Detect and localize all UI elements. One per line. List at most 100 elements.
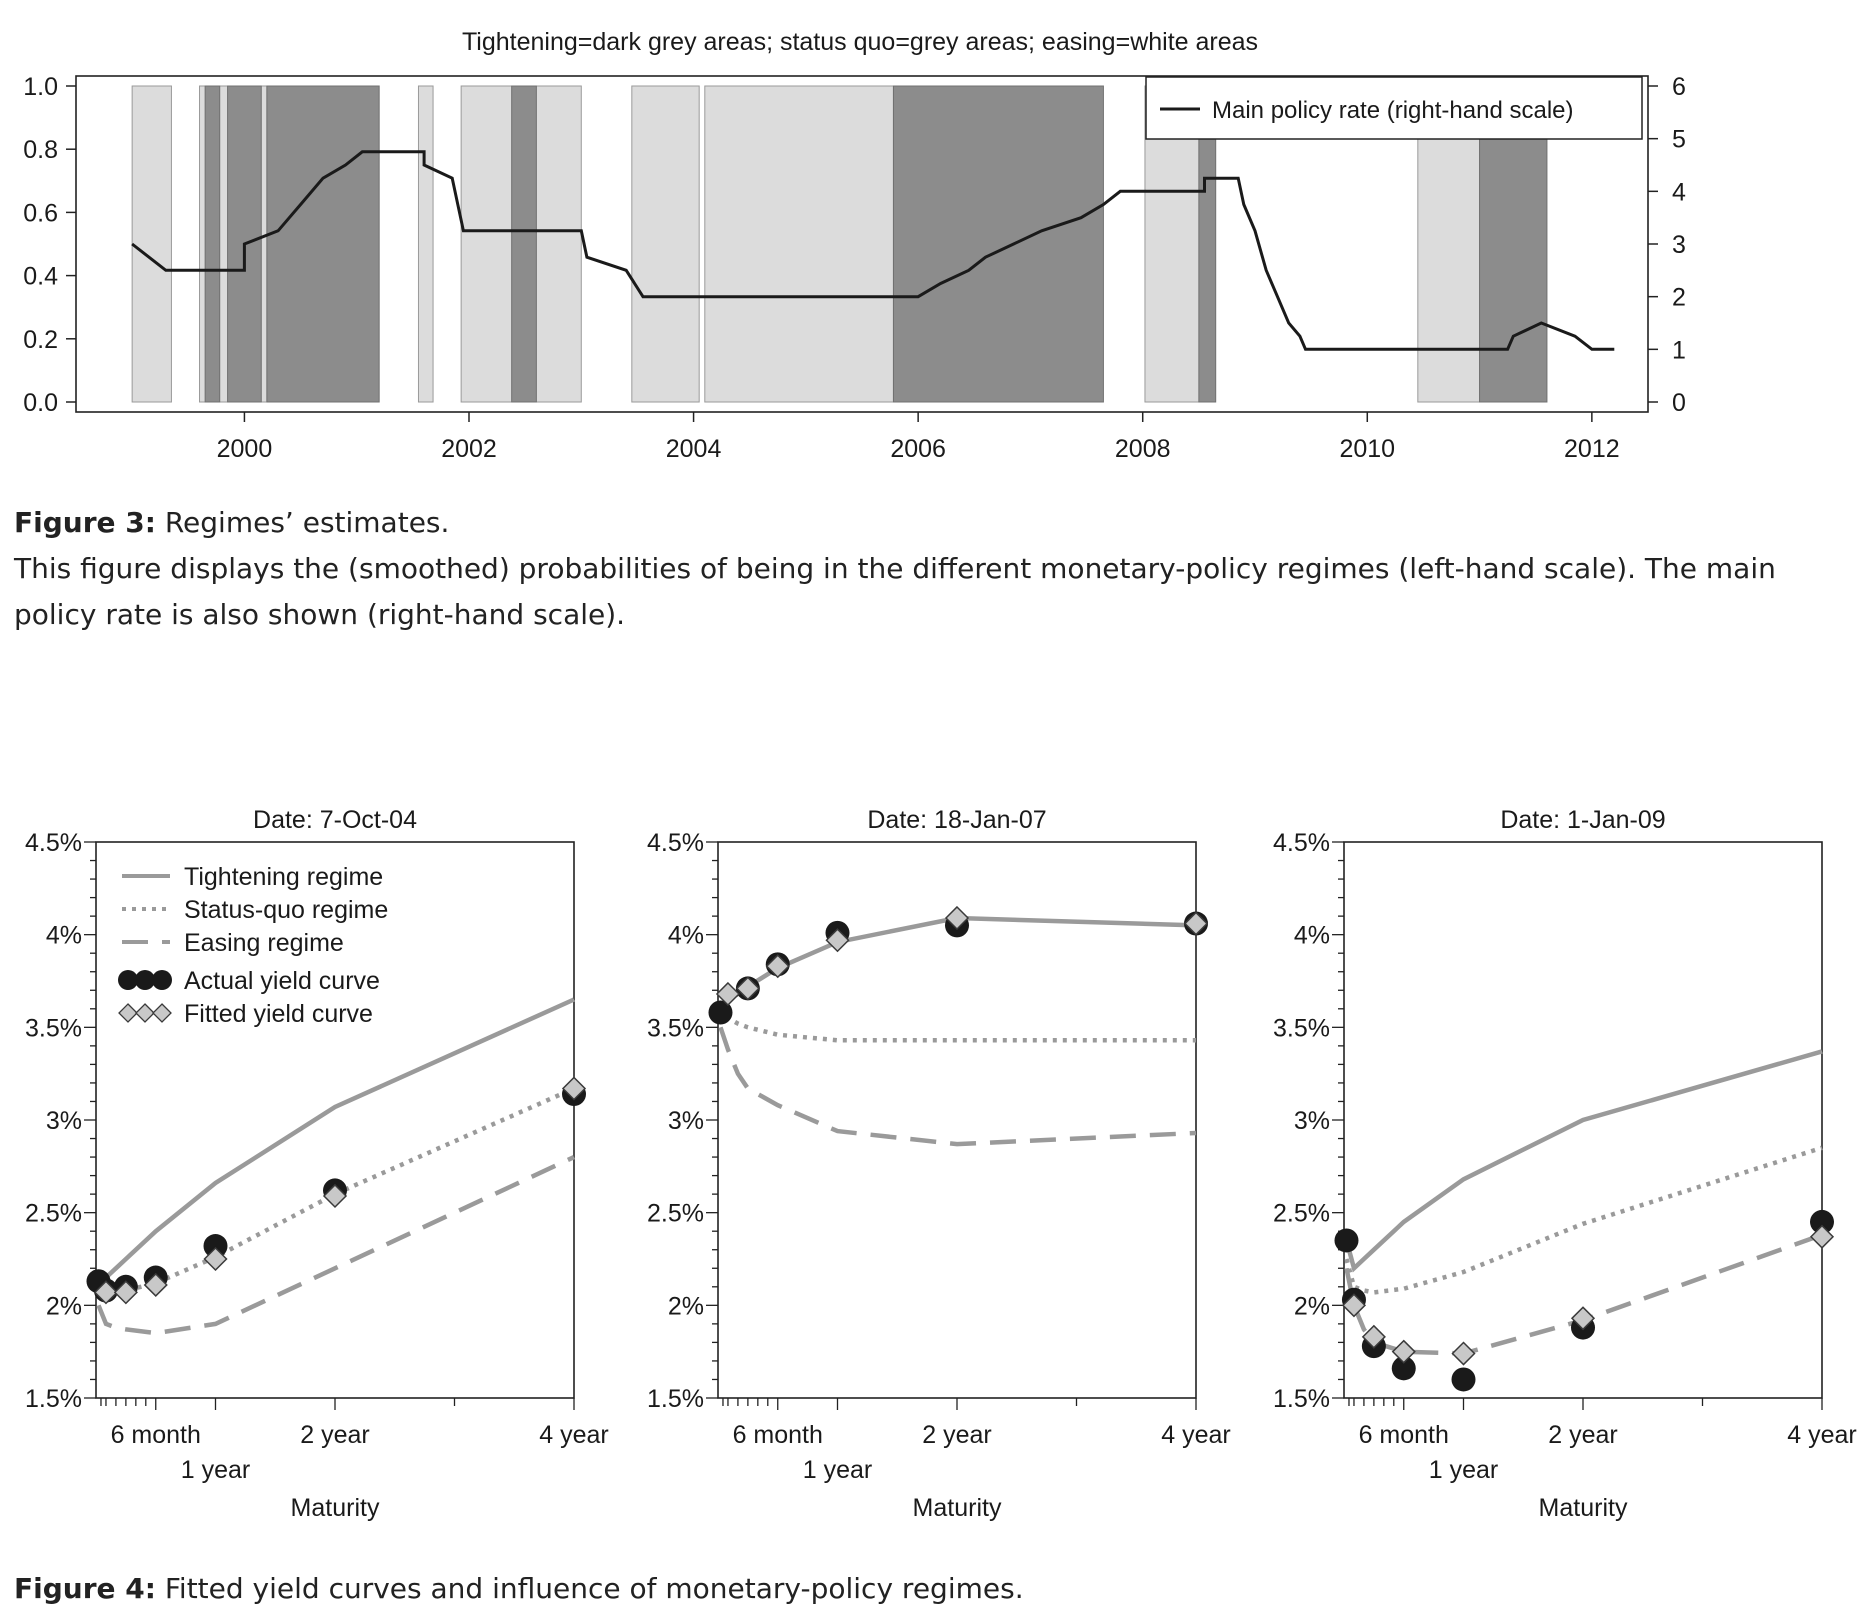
fitted-yield-point <box>113 1280 138 1305</box>
panel-legend: Tightening regime Status-quo regime Easing… <box>118 863 388 1028</box>
figure-3-label: Figure 3: <box>14 506 156 539</box>
fitted-yield-point <box>1183 911 1209 936</box>
y-tick-label: 3.5% <box>25 1014 82 1042</box>
left-tick-label: 0.2 <box>23 326 58 354</box>
x-tick-label: 4 year <box>1161 1421 1230 1449</box>
actual-yield-point <box>708 1000 733 1025</box>
y-tick-label: 3% <box>668 1107 704 1135</box>
legend-label: Main policy rate (right-hand scale) <box>1212 97 1574 124</box>
yield-curve-panels: Date: 7-Oct-04 1.5% 2% 2.5% 3% 3.5% 4% 4.5% 6 mo… <box>25 806 1857 1522</box>
legend-label: Actual yield curve <box>184 967 380 995</box>
left-tick-label: 0.4 <box>23 263 58 291</box>
right-tick-label: 0 <box>1672 389 1686 417</box>
figure-4-caption: Figure 4: Fitted yield curves and influe… <box>14 1566 1024 1612</box>
left-tick-label: 1.0 <box>23 73 58 101</box>
x-tick-label: 4 year <box>539 1421 608 1449</box>
status-quo-area <box>704 85 894 403</box>
legend-label: Tightening regime <box>184 863 383 891</box>
legend-swatch <box>118 970 138 990</box>
legend-swatch <box>152 970 172 990</box>
figure-4-title: Fitted yield curves and influence of mon… <box>164 1572 1024 1605</box>
status-quo-area <box>631 85 700 403</box>
tightening-area <box>266 85 380 403</box>
x-axis-label: Maturity <box>291 1494 380 1522</box>
panel-title: Date: 1-Jan-09 <box>1500 806 1665 834</box>
right-tick-label: 5 <box>1672 126 1686 154</box>
chart-legend: Main policy rate (right-hand scale) <box>1145 76 1643 140</box>
y-tick-label: 2.5% <box>647 1200 704 1228</box>
x-tick-label: 6 month <box>733 1421 823 1449</box>
chart-axes: 0.0 0.2 0.4 0.6 0.8 1.0 0 1 2 3 4 5 6 2000 2002 2004 200… <box>23 73 1686 463</box>
figure-3-title: Regimes’ estimates. <box>164 506 450 539</box>
yield-panel: Date: 18-Jan-07 1.5% 2% 2.5% 3% 3.5% 4% 4.5% 6 m… <box>647 806 1231 1522</box>
y-tick-label: 2% <box>46 1292 82 1320</box>
yield-panel: Date: 1-Jan-09 1.5% 2% 2.5% 3% 3.5% 4% 4.5% 6 mo… <box>1273 806 1857 1522</box>
legend-swatch <box>152 1003 172 1023</box>
x-tick-label: 2 year <box>300 1421 369 1449</box>
x-tick-label: 1 year <box>803 1456 872 1484</box>
regimes-chart: Tightening=dark grey areas; status quo=g… <box>23 28 1686 463</box>
figure-3-caption: Figure 3: Regimes’ estimates. This figur… <box>14 500 1844 638</box>
y-tick-label: 3% <box>1294 1107 1330 1135</box>
fitted-yield-point <box>1809 1224 1835 1249</box>
y-tick-label: 4% <box>1294 922 1330 950</box>
x-tick-label: 2 year <box>922 1421 991 1449</box>
x-tick-label: 2010 <box>1339 435 1395 463</box>
fitted-yield-point <box>1361 1324 1386 1349</box>
x-tick-label: 1 year <box>181 1456 250 1484</box>
fitted-yield-point <box>203 1246 228 1272</box>
figure-4-label: Figure 4: <box>14 1572 156 1605</box>
fitted-yield-point <box>715 981 741 1007</box>
y-tick-label: 3.5% <box>647 1014 704 1042</box>
fitted-yield-point <box>944 905 970 931</box>
legend-swatch <box>118 1003 138 1023</box>
legend-swatch <box>135 970 155 990</box>
actual-yield-point <box>1334 1228 1359 1253</box>
x-axis-label: Maturity <box>1539 1494 1628 1522</box>
left-tick-label: 0.6 <box>23 199 58 227</box>
y-tick-label: 4.5% <box>647 829 704 857</box>
status-quo-area <box>131 85 172 403</box>
status-quo-area <box>417 85 434 403</box>
x-tick-label: 2000 <box>217 435 273 463</box>
legend-label: Fitted yield curve <box>184 1000 373 1028</box>
fitted-yield-point <box>93 1280 119 1305</box>
x-tick-label: 2002 <box>441 435 497 463</box>
panel-title: Date: 7-Oct-04 <box>253 806 417 834</box>
actual-yield-point <box>1391 1356 1416 1381</box>
left-tick-label: 0.8 <box>23 136 58 164</box>
tightening-area <box>511 85 537 403</box>
tightening-area <box>204 85 221 403</box>
fitted-yield-point <box>735 976 760 1001</box>
x-tick-label: 4 year <box>1787 1421 1856 1449</box>
x-tick-label: 2012 <box>1564 435 1620 463</box>
x-tick-label: 2006 <box>890 435 946 463</box>
chart-title: Tightening=dark grey areas; status quo=g… <box>462 28 1258 56</box>
right-tick-label: 2 <box>1672 284 1686 312</box>
y-tick-label: 4.5% <box>1273 829 1330 857</box>
right-tick-label: 4 <box>1672 178 1686 206</box>
actual-yield-point <box>1810 1209 1834 1234</box>
y-tick-label: 3.5% <box>1273 1014 1330 1042</box>
fitted-yield-point <box>143 1272 168 1298</box>
actual-yield-point <box>1451 1367 1476 1392</box>
fitted-yield-point <box>322 1183 348 1209</box>
regime-line <box>1344 1145 1823 1295</box>
y-tick-label: 3% <box>46 1107 82 1135</box>
y-tick-label: 4% <box>668 922 704 950</box>
right-tick-label: 1 <box>1672 336 1686 364</box>
y-tick-label: 1.5% <box>1273 1385 1330 1413</box>
panel-title: Date: 18-Jan-07 <box>867 806 1046 834</box>
regime-line <box>718 1026 1197 1147</box>
tightening-area <box>892 85 1104 403</box>
x-tick-label: 6 month <box>111 1421 201 1449</box>
actual-yield-point <box>203 1234 228 1259</box>
fitted-yield-point <box>1451 1341 1476 1366</box>
legend-label: Easing regime <box>184 929 344 957</box>
x-tick-label: 2 year <box>1548 1421 1617 1449</box>
legend-swatch <box>135 1003 155 1023</box>
fitted-yield-point <box>561 1076 587 1101</box>
yield-panel: Date: 7-Oct-04 1.5% 2% 2.5% 3% 3.5% 4% 4.5% 6 mo… <box>25 806 609 1522</box>
x-tick-label: 2008 <box>1115 435 1171 463</box>
left-tick-label: 0.0 <box>23 389 58 417</box>
